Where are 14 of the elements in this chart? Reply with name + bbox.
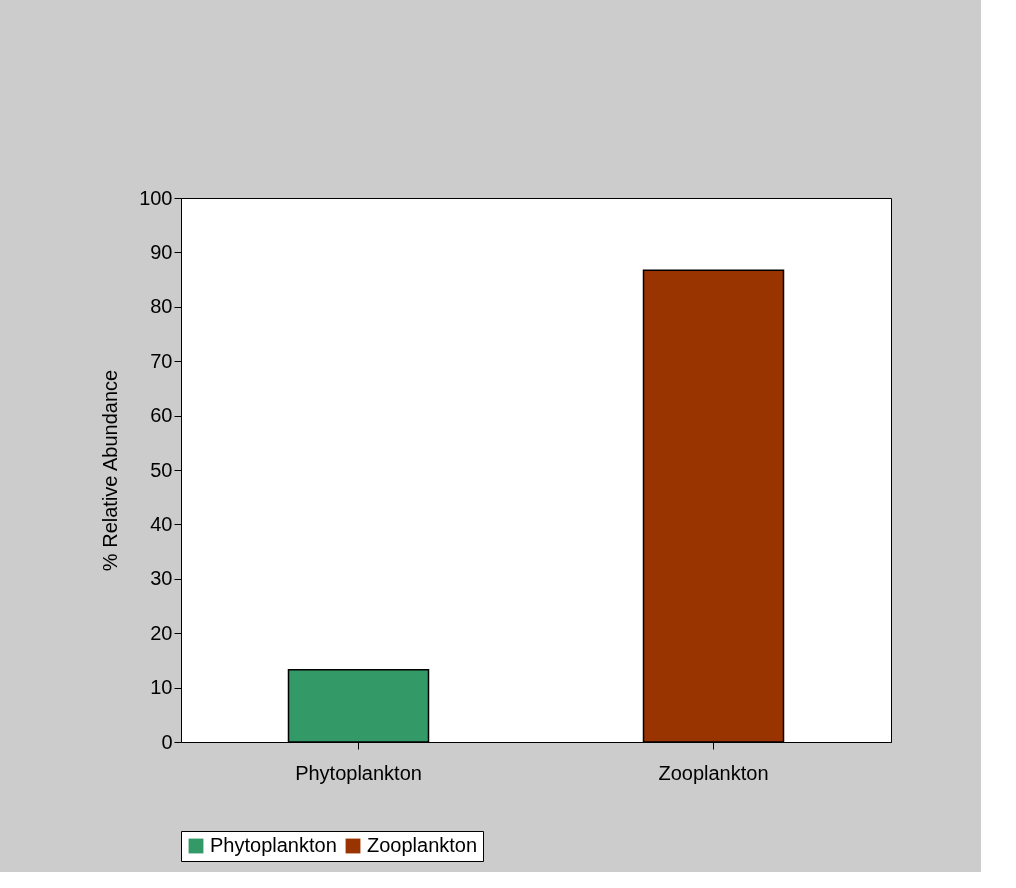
y-tick-label: 70 — [150, 349, 173, 372]
y-tick-label: 100 — [139, 186, 173, 209]
y-tick-label: 30 — [150, 567, 173, 590]
y-tick-label: 40 — [150, 512, 173, 535]
y-tick-label: 90 — [150, 240, 173, 263]
legend-label: Phytoplankton — [210, 834, 337, 856]
legend-label: Zooplankton — [367, 834, 478, 856]
y-tick-label: 10 — [150, 676, 173, 699]
y-axis-title: % Relative Abundance — [99, 369, 122, 572]
y-tick-label: 60 — [150, 404, 173, 427]
y-tick-label: 80 — [150, 295, 173, 318]
y-tick-label: 20 — [150, 621, 173, 644]
y-tick-label: 50 — [150, 458, 173, 481]
y-tick-label: 0 — [161, 730, 173, 753]
